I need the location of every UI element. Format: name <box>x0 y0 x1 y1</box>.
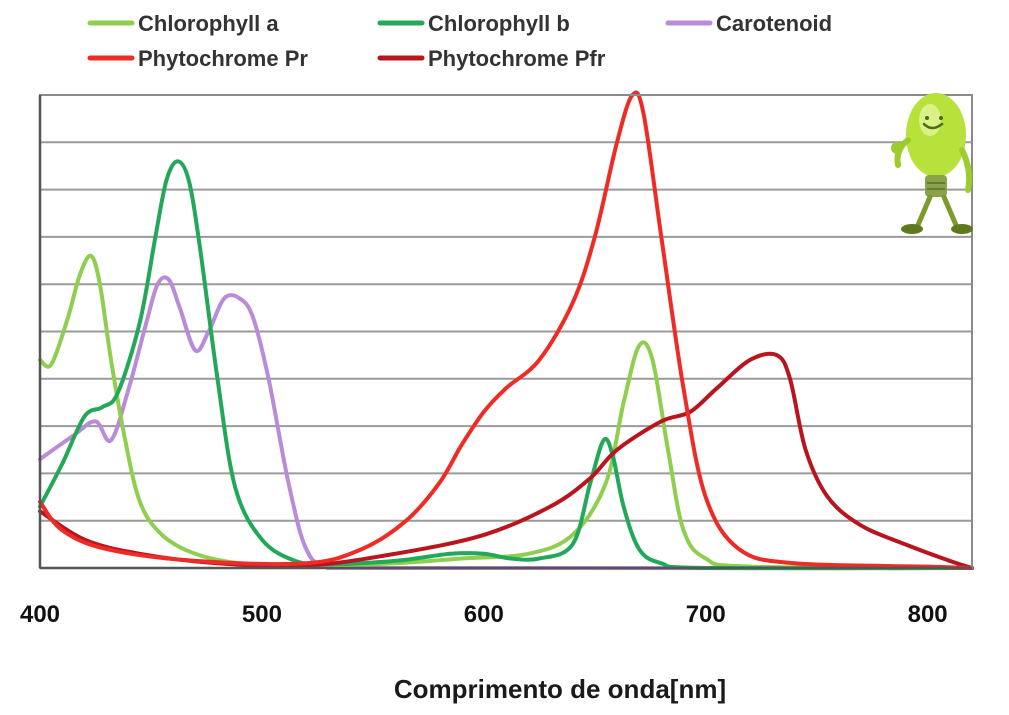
x-axis-title: Comprimento de onda[nm] <box>394 674 726 704</box>
x-tick-label: 400 <box>20 601 60 628</box>
x-tick-label: 600 <box>464 601 504 628</box>
gridlines <box>40 141 972 522</box>
x-tick-label: 700 <box>686 601 726 628</box>
series-line-phytochrome-pr <box>38 90 974 570</box>
legend-label-carotenoid: Carotenoid <box>716 11 832 36</box>
lightbulb-mascot-icon <box>891 93 973 234</box>
series-line-chlorophyll-a <box>38 253 974 570</box>
legend-label-phytochrome-pfr: Phytochrome Pfr <box>428 46 606 71</box>
legend-label-phytochrome-pr: Phytochrome Pr <box>138 46 308 71</box>
x-tick-labels: 400 500 600 700 800 <box>20 601 948 628</box>
x-tick-label: 500 <box>242 601 282 628</box>
series-lines <box>38 90 974 571</box>
legend: Chlorophyll a Chlorophyll b Carotenoid Phyt… <box>87 11 832 71</box>
plot-frame <box>38 94 973 570</box>
legend-label-chlorophyll-a: Chlorophyll a <box>138 11 279 36</box>
x-tick-label: 800 <box>908 601 948 628</box>
legend-label-chlorophyll-b: Chlorophyll b <box>428 11 570 36</box>
